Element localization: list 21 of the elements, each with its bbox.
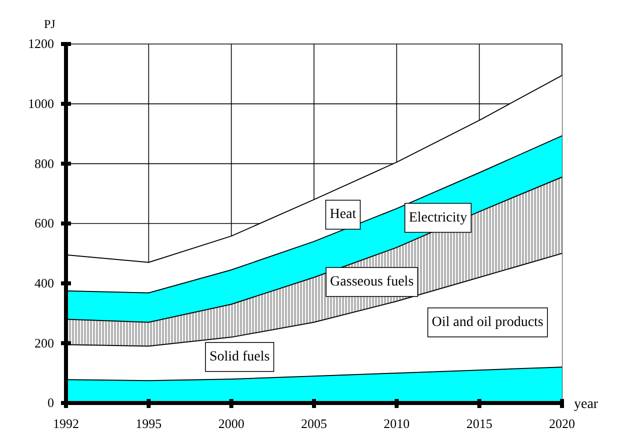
x-tick-label: 2010 xyxy=(384,416,410,431)
y-tick-label: 800 xyxy=(34,156,54,171)
x-tick-label: 2020 xyxy=(549,416,575,431)
series-label: Heat xyxy=(330,207,356,222)
y-tick-label: 400 xyxy=(34,275,54,290)
x-tick-label: 2005 xyxy=(301,416,327,431)
x-tick-label: 1992 xyxy=(53,416,79,431)
x-axis-title: year xyxy=(574,397,598,412)
y-tick-label: 1200 xyxy=(28,36,54,52)
x-tick-label: 2000 xyxy=(218,416,244,431)
y-tick-label: 200 xyxy=(34,335,54,350)
series-label: Solid fuels xyxy=(209,349,270,364)
series-label: Gasseous fuels xyxy=(330,274,414,290)
y-tick-label: 600 xyxy=(34,216,54,231)
y-tick-label: 1000 xyxy=(28,96,54,111)
x-tick-label: 2015 xyxy=(466,416,492,431)
series-label: Oil and oil products xyxy=(432,314,544,330)
series-label: Electricity xyxy=(408,210,468,226)
y-axis-title: PJ xyxy=(44,17,56,31)
y-tick-label: 0 xyxy=(48,395,54,410)
x-tick-label: 1995 xyxy=(136,416,162,431)
